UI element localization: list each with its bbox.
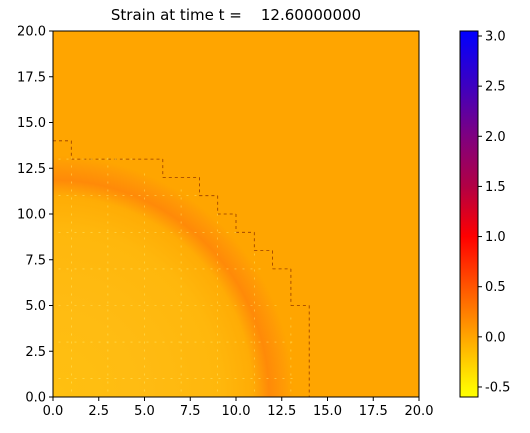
x-tick-label: 0.0 bbox=[43, 404, 64, 419]
colorbar-tick-label: 1.0 bbox=[485, 230, 506, 245]
x-tick-label: 12.5 bbox=[267, 404, 296, 419]
x-tick-label: 2.5 bbox=[88, 404, 109, 419]
y-tick-label: 2.5 bbox=[25, 345, 46, 360]
colorbar-tick-label: 3.0 bbox=[485, 30, 506, 45]
x-tick-label: 20.0 bbox=[405, 404, 434, 419]
y-tick-label: 5.0 bbox=[25, 299, 46, 314]
colorbar-axis: -0.5 0.0 0.5 1.0 1.5 2.0 2.5 3.0 bbox=[478, 30, 510, 395]
x-tick-label: 10.0 bbox=[222, 404, 251, 419]
colorbar bbox=[459, 30, 479, 398]
x-axis: 0.0 2.5 5.0 7.5 10.0 12.5 15.0 17.5 20.0 bbox=[43, 397, 434, 419]
x-tick-label: 15.0 bbox=[313, 404, 342, 419]
colorbar-tick-label: 2.5 bbox=[485, 80, 506, 95]
y-axis: 0.0 2.5 5.0 7.5 10.0 12.5 15.0 17.5 20.0 bbox=[17, 25, 53, 406]
grid-artifacts bbox=[53, 140, 310, 397]
y-tick-label: 7.5 bbox=[25, 253, 46, 268]
y-tick-label: 12.5 bbox=[17, 162, 46, 177]
y-tick-label: 10.0 bbox=[17, 208, 46, 223]
colorbar-tick-label: -0.5 bbox=[485, 380, 510, 395]
x-tick-label: 17.5 bbox=[359, 404, 388, 419]
chart-title: Strain at time t = 12.60000000 bbox=[111, 6, 361, 24]
colorbar-tick-label: 1.5 bbox=[485, 180, 506, 195]
y-tick-label: 0.0 bbox=[25, 391, 46, 406]
heatmap-field bbox=[53, 31, 419, 397]
x-tick-label: 7.5 bbox=[180, 404, 201, 419]
y-tick-label: 20.0 bbox=[17, 25, 46, 40]
colorbar-tick-label: 2.0 bbox=[485, 130, 506, 145]
y-tick-label: 15.0 bbox=[17, 116, 46, 131]
y-tick-label: 17.5 bbox=[17, 70, 46, 85]
x-tick-label: 5.0 bbox=[134, 404, 155, 419]
colorbar-tick-label: 0.5 bbox=[485, 280, 506, 295]
colorbar-tick-label: 0.0 bbox=[485, 330, 506, 345]
